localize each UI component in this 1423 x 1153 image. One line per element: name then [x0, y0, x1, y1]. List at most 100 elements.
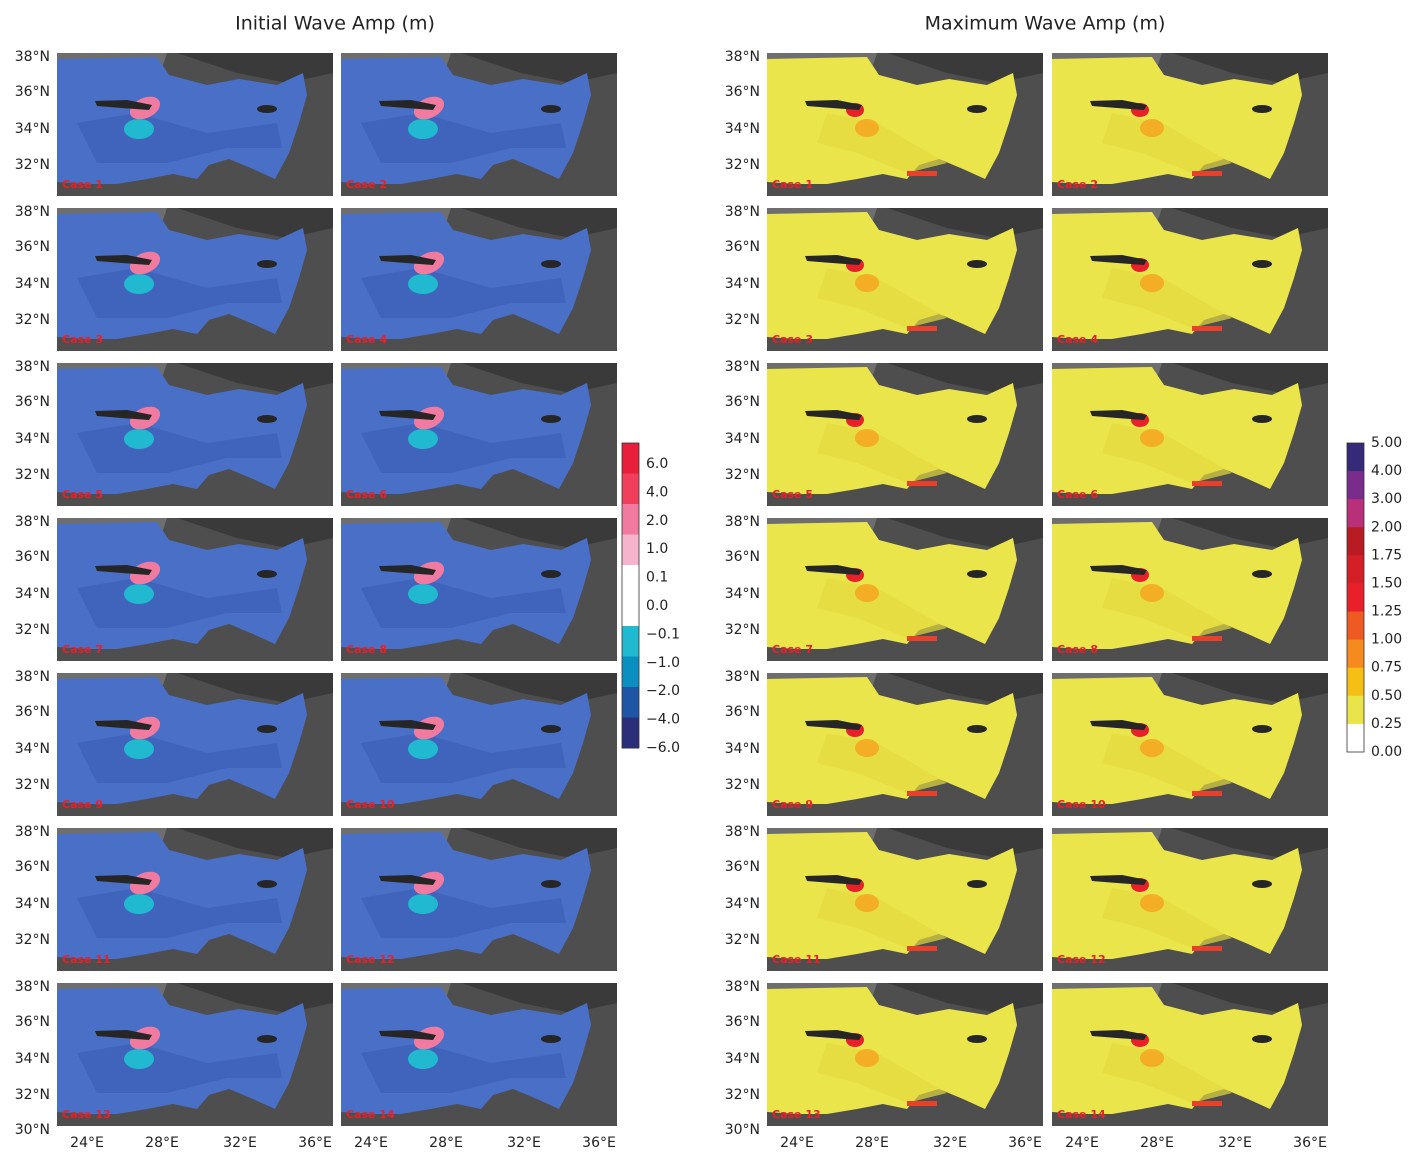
map: Case 3: [57, 208, 333, 351]
lat-label: 32°N: [725, 157, 760, 173]
map: Case 2: [341, 53, 617, 196]
panel-title: Initial Wave Amp (m): [235, 13, 435, 35]
subsidence: [408, 894, 438, 914]
colorbar-segment: [1347, 640, 1364, 669]
case-label: Case 1: [62, 178, 103, 191]
amp-high: [1140, 119, 1164, 137]
lat-label: 36°N: [725, 549, 760, 565]
lat-label: 38°N: [725, 669, 760, 685]
case-label: Case 3: [62, 333, 103, 346]
case-label: Case 7: [62, 643, 103, 656]
case-label: Case 12: [346, 953, 395, 966]
lat-label: 38°N: [725, 979, 760, 995]
cyprus: [967, 105, 987, 113]
colorbar-segment: [1347, 668, 1364, 697]
cyprus: [257, 570, 277, 578]
colorbar-label: −4.0: [646, 712, 680, 728]
case-label: Case 2: [1057, 178, 1098, 191]
lat-label: 34°N: [725, 586, 760, 602]
case-label: Case 14: [1057, 1108, 1106, 1121]
colorbar-label: 0.25: [1371, 716, 1402, 732]
map: Case 4: [1052, 208, 1328, 351]
case-label: Case 9: [62, 798, 103, 811]
lat-label: 36°N: [15, 239, 50, 255]
subsidence: [124, 274, 154, 294]
map: Case 11: [57, 828, 333, 971]
coast-amp: [907, 171, 937, 176]
colorbar-segment: [622, 443, 639, 474]
lon-label: 28°E: [429, 1135, 463, 1151]
amp-high: [855, 274, 879, 292]
colorbar-label: 1.25: [1371, 604, 1402, 620]
lon-label: 28°E: [1140, 1135, 1174, 1151]
lon-label: 32°E: [1218, 1135, 1252, 1151]
lon-label: 24°E: [780, 1135, 814, 1151]
lat-label: 34°N: [725, 276, 760, 292]
map: Case 4: [341, 208, 617, 351]
cyprus: [967, 415, 987, 423]
lat-label: 30°N: [725, 1122, 760, 1138]
lat-label: 34°N: [15, 431, 50, 447]
lon-label: 28°E: [145, 1135, 179, 1151]
cyprus: [1252, 105, 1272, 113]
case-label: Case 4: [1057, 333, 1098, 346]
cyprus: [1252, 260, 1272, 268]
subsidence: [124, 739, 154, 759]
cyprus: [1252, 570, 1272, 578]
lat-label: 32°N: [15, 777, 50, 793]
panel-title: Maximum Wave Amp (m): [925, 13, 1166, 35]
cyprus: [257, 105, 277, 113]
coast-amp: [1192, 791, 1222, 796]
lat-label: 34°N: [725, 121, 760, 137]
lat-label: 32°N: [725, 777, 760, 793]
lat-label: 30°N: [15, 1122, 50, 1138]
lat-label: 32°N: [15, 312, 50, 328]
case-label: Case 14: [346, 1108, 395, 1121]
case-label: Case 6: [346, 488, 387, 501]
colorbar-label: 0.00: [1371, 744, 1402, 760]
colorbar-segment: [622, 687, 639, 718]
map: Case 5: [57, 363, 333, 506]
coast-amp: [907, 481, 937, 486]
map: Case 12: [1052, 828, 1328, 971]
colorbar-label: 0.1: [646, 570, 668, 586]
cyprus: [541, 570, 561, 578]
cyprus: [541, 880, 561, 888]
map: Case 6: [1052, 363, 1328, 506]
case-label: Case 13: [62, 1108, 111, 1121]
map: Case 12: [341, 828, 617, 971]
lat-label: 34°N: [725, 741, 760, 757]
map: Case 6: [341, 363, 617, 506]
colorbar-segment: [622, 504, 639, 535]
lat-label: 32°N: [725, 622, 760, 638]
lat-label: 38°N: [725, 204, 760, 220]
case-label: Case 5: [62, 488, 103, 501]
lat-label: 32°N: [15, 1087, 50, 1103]
map: Case 3: [767, 208, 1043, 351]
cyprus: [1252, 725, 1272, 733]
colorbar-label: 1.50: [1371, 575, 1402, 591]
colorbar-segment: [622, 657, 639, 688]
lat-label: 34°N: [15, 741, 50, 757]
case-label: Case 13: [772, 1108, 821, 1121]
lon-label: 32°E: [223, 1135, 257, 1151]
lat-label: 36°N: [725, 84, 760, 100]
lat-label: 38°N: [15, 514, 50, 530]
case-label: Case 4: [346, 333, 387, 346]
lat-label: 36°N: [15, 394, 50, 410]
map: Case 7: [767, 518, 1043, 661]
colorbar-label: 6.0: [646, 456, 668, 472]
lon-label: 24°E: [1065, 1135, 1099, 1151]
case-label: Case 3: [772, 333, 813, 346]
colorbar-segment: [1347, 583, 1364, 612]
colorbar-label: 1.0: [646, 541, 668, 557]
colorbar-segment: [1347, 724, 1364, 753]
amp-high: [855, 739, 879, 757]
lon-label: 28°E: [855, 1135, 889, 1151]
lon-label: 36°E: [298, 1135, 332, 1151]
lat-label: 38°N: [15, 49, 50, 65]
cyprus: [257, 415, 277, 423]
amp-high: [855, 1049, 879, 1067]
amp-high: [1140, 894, 1164, 912]
subsidence: [408, 584, 438, 604]
